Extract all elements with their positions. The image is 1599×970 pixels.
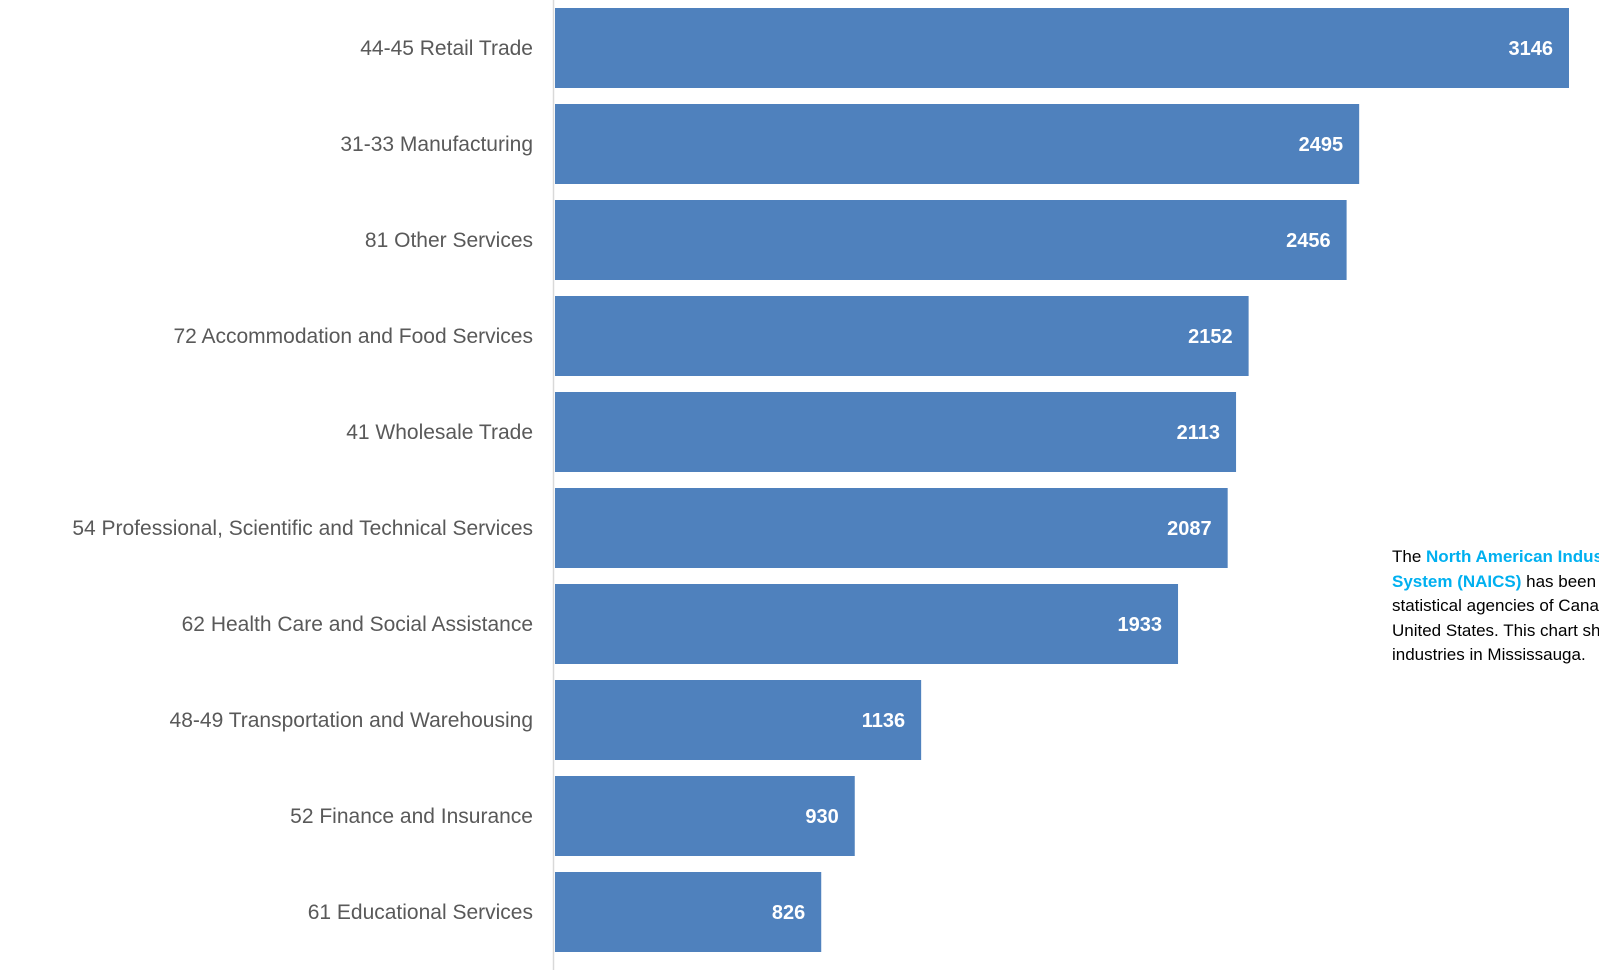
value-labels-group: 3146 2495 2456 2152 2113 2087 1933 1136 930 826	[772, 38, 1553, 924]
category-label-4: 72 Accommodation and Food Services	[173, 325, 533, 348]
note-line-1: The North American Industry Classificati…	[1392, 545, 1599, 570]
category-label-6: 54 Professional, Scientific and Technica…	[72, 517, 533, 540]
category-label-7: 62 Health Care and Social Assistance	[182, 613, 533, 636]
category-label-10: 61 Educational Services	[308, 901, 533, 924]
note-line-3: statistical agencies of Canada, Mexico a…	[1392, 596, 1599, 615]
category-label-8: 48-49 Transportation and Warehousing	[170, 709, 533, 732]
naics-link-part-2[interactable]: System (NAICS)	[1392, 571, 1522, 591]
value-label-8: 1136	[862, 710, 905, 732]
value-label-1: 3146	[1509, 38, 1554, 60]
bar-5	[555, 392, 1237, 472]
value-label-7: 1933	[1118, 614, 1163, 636]
category-label-2: 31-33 Manufacturing	[340, 133, 533, 156]
bar-10	[555, 872, 822, 952]
category-label-9: 52 Finance and Insurance	[290, 805, 533, 828]
bar-6	[555, 488, 1228, 568]
value-label-9: 930	[805, 806, 838, 828]
naics-description-note: The North American Industry Classificati…	[1392, 545, 1599, 695]
note-line-2: System (NAICS) has been developed by the	[1392, 570, 1599, 595]
category-label-1: 44-45 Retail Trade	[360, 37, 533, 60]
note-prefix: The	[1392, 547, 1427, 566]
value-label-6: 2087	[1167, 518, 1212, 540]
bars-group	[555, 8, 1569, 952]
category-label-3: 81 Other Services	[365, 229, 533, 252]
category-label-5: 41 Wholesale Trade	[346, 421, 533, 444]
note-line-2-rest: has been developed by the	[1526, 571, 1599, 591]
value-label-2: 2495	[1299, 134, 1344, 156]
bar-8	[555, 680, 922, 760]
value-label-5: 2113	[1177, 422, 1220, 444]
note-line-5: industries in Mississauga.	[1392, 645, 1586, 664]
category-labels-group: 44-45 Retail Trade 31-33 Manufacturing 81 …	[72, 37, 533, 924]
bar-3	[555, 200, 1347, 280]
value-label-4: 2152	[1188, 326, 1233, 348]
note-line-4: United States. This chart shows the top	[1392, 620, 1599, 640]
bar-7	[555, 584, 1179, 664]
bar-9	[555, 776, 855, 856]
bar-1	[555, 8, 1569, 88]
value-label-10: 826	[772, 902, 805, 924]
bar-2	[555, 104, 1360, 184]
naics-link-part-1[interactable]: North American Industry Classification	[1426, 547, 1599, 566]
value-label-3: 2456	[1286, 230, 1331, 252]
bar-4	[555, 296, 1249, 376]
